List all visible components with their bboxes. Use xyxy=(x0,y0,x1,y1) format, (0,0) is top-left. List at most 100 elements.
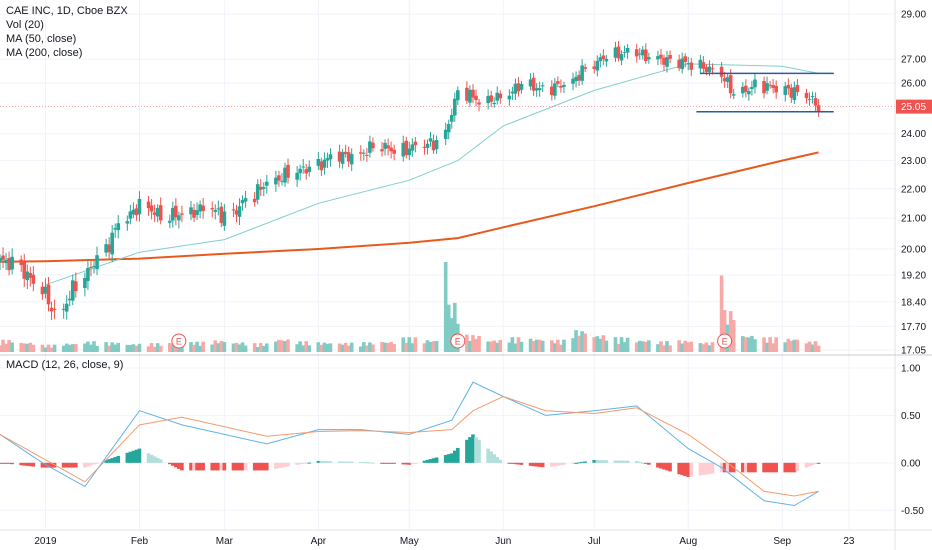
volume-bar xyxy=(19,343,24,352)
macd-histogram-bar xyxy=(392,462,396,464)
volume-bar xyxy=(668,345,672,352)
volume-bar xyxy=(577,335,581,352)
volume-bar xyxy=(571,338,575,352)
volume-bar xyxy=(407,337,412,352)
candle-body xyxy=(177,215,181,221)
volume-bar xyxy=(83,343,87,352)
legend-volume[interactable]: Vol (20) xyxy=(6,19,44,31)
price-tick-label: 27.00 xyxy=(901,55,926,66)
volume-bar xyxy=(665,341,669,352)
time-tick-label: 2019 xyxy=(34,536,57,547)
volume-bar xyxy=(443,262,448,352)
macd-histogram-bar xyxy=(25,462,30,466)
earnings-marker-circle xyxy=(171,333,187,349)
legend-symbol[interactable]: CAE INC, 1D, Cboe BZX xyxy=(6,5,128,17)
candle-body xyxy=(4,259,8,264)
volume-bar xyxy=(562,339,566,352)
volume-bar xyxy=(747,337,751,352)
macd-histogram-bar xyxy=(513,462,518,465)
candle-body xyxy=(452,98,457,116)
candle-body xyxy=(216,208,221,210)
macd-histogram-bar xyxy=(553,462,557,467)
volume-bar xyxy=(67,344,72,352)
macd-histogram-bar xyxy=(625,460,630,463)
candle-body xyxy=(474,95,478,100)
volume-bar xyxy=(295,344,299,352)
macd-histogram-bar xyxy=(83,462,87,468)
macd-histogram-bar xyxy=(701,462,706,475)
volume-bar xyxy=(274,341,278,352)
candle-body xyxy=(753,79,757,88)
macd-histogram-bar xyxy=(510,462,515,464)
candle-body xyxy=(680,58,684,70)
candle-body xyxy=(550,86,554,96)
candle-body xyxy=(640,49,645,56)
macd-histogram-bar xyxy=(171,462,175,466)
candle-body xyxy=(574,76,578,82)
macd-histogram-bar xyxy=(662,462,666,470)
macd-histogram-bar xyxy=(283,462,287,468)
volume-bar xyxy=(125,344,130,352)
volume-bar xyxy=(322,342,327,352)
volume-bar xyxy=(22,343,27,352)
macd-histogram-bar xyxy=(274,462,278,469)
macd-histogram-bar xyxy=(792,462,797,473)
macd-histogram-bar xyxy=(258,462,263,471)
macd-histogram-bar xyxy=(562,462,566,465)
macd-histogram-bar xyxy=(707,462,712,475)
candle-body xyxy=(155,208,160,217)
volume-bar xyxy=(783,342,788,352)
candle-body xyxy=(456,90,460,101)
macd-histogram-bar xyxy=(137,448,142,463)
macd-histogram-bar xyxy=(358,461,363,463)
candle-body xyxy=(346,152,351,162)
macd-histogram-bar xyxy=(816,462,821,464)
candle-body xyxy=(468,89,472,103)
volume-bar xyxy=(643,341,648,352)
earnings-marker: E xyxy=(171,333,187,349)
candle-body xyxy=(83,277,87,289)
volume-bar xyxy=(243,345,248,352)
candle-body xyxy=(422,146,427,148)
macd-histogram-bar xyxy=(192,462,196,471)
legend-ma200[interactable]: MA (200, close) xyxy=(6,47,83,59)
macd-histogram-bar xyxy=(325,461,330,463)
candle-body xyxy=(25,271,30,281)
legend-ma50[interactable]: MA (50, close) xyxy=(6,33,77,45)
candle-body xyxy=(747,91,751,95)
current-price-tag: 25.05 xyxy=(896,99,932,114)
macd-histogram-bar xyxy=(155,457,160,463)
volume-bar xyxy=(492,340,497,352)
volume-bar xyxy=(371,344,375,352)
volume-bar xyxy=(489,341,493,352)
earnings-marker-label: E xyxy=(455,337,461,347)
candle-body xyxy=(677,59,681,69)
macd-histogram-bar xyxy=(210,462,215,471)
candle-body xyxy=(741,86,745,94)
volume-bar xyxy=(771,343,775,352)
macd-histogram-bar xyxy=(322,461,327,463)
price-tick-label: 21.00 xyxy=(901,214,926,225)
legend-macd[interactable]: MACD (12, 26, close, 9) xyxy=(6,359,124,371)
candle-body xyxy=(46,284,51,305)
macd-histogram-bar xyxy=(280,462,284,468)
ma50-line xyxy=(45,63,819,286)
candle-body xyxy=(343,151,348,154)
macd-histogram-bar xyxy=(413,462,418,464)
volume-bar xyxy=(386,342,390,352)
candle-body xyxy=(719,66,724,77)
volume-bar xyxy=(231,343,236,352)
candle-body xyxy=(152,212,157,215)
candle-body xyxy=(553,83,557,96)
macd-histogram-bar xyxy=(431,458,436,463)
candle-body xyxy=(258,186,263,190)
volume-bar xyxy=(446,304,451,352)
candle-body xyxy=(92,265,96,267)
candle-body xyxy=(286,164,290,178)
price-tick-label: 23.00 xyxy=(901,156,926,167)
volume-bar xyxy=(49,347,54,352)
macd-histogram-bar xyxy=(167,462,172,465)
candle-body xyxy=(449,114,454,122)
candle-body xyxy=(498,93,503,99)
